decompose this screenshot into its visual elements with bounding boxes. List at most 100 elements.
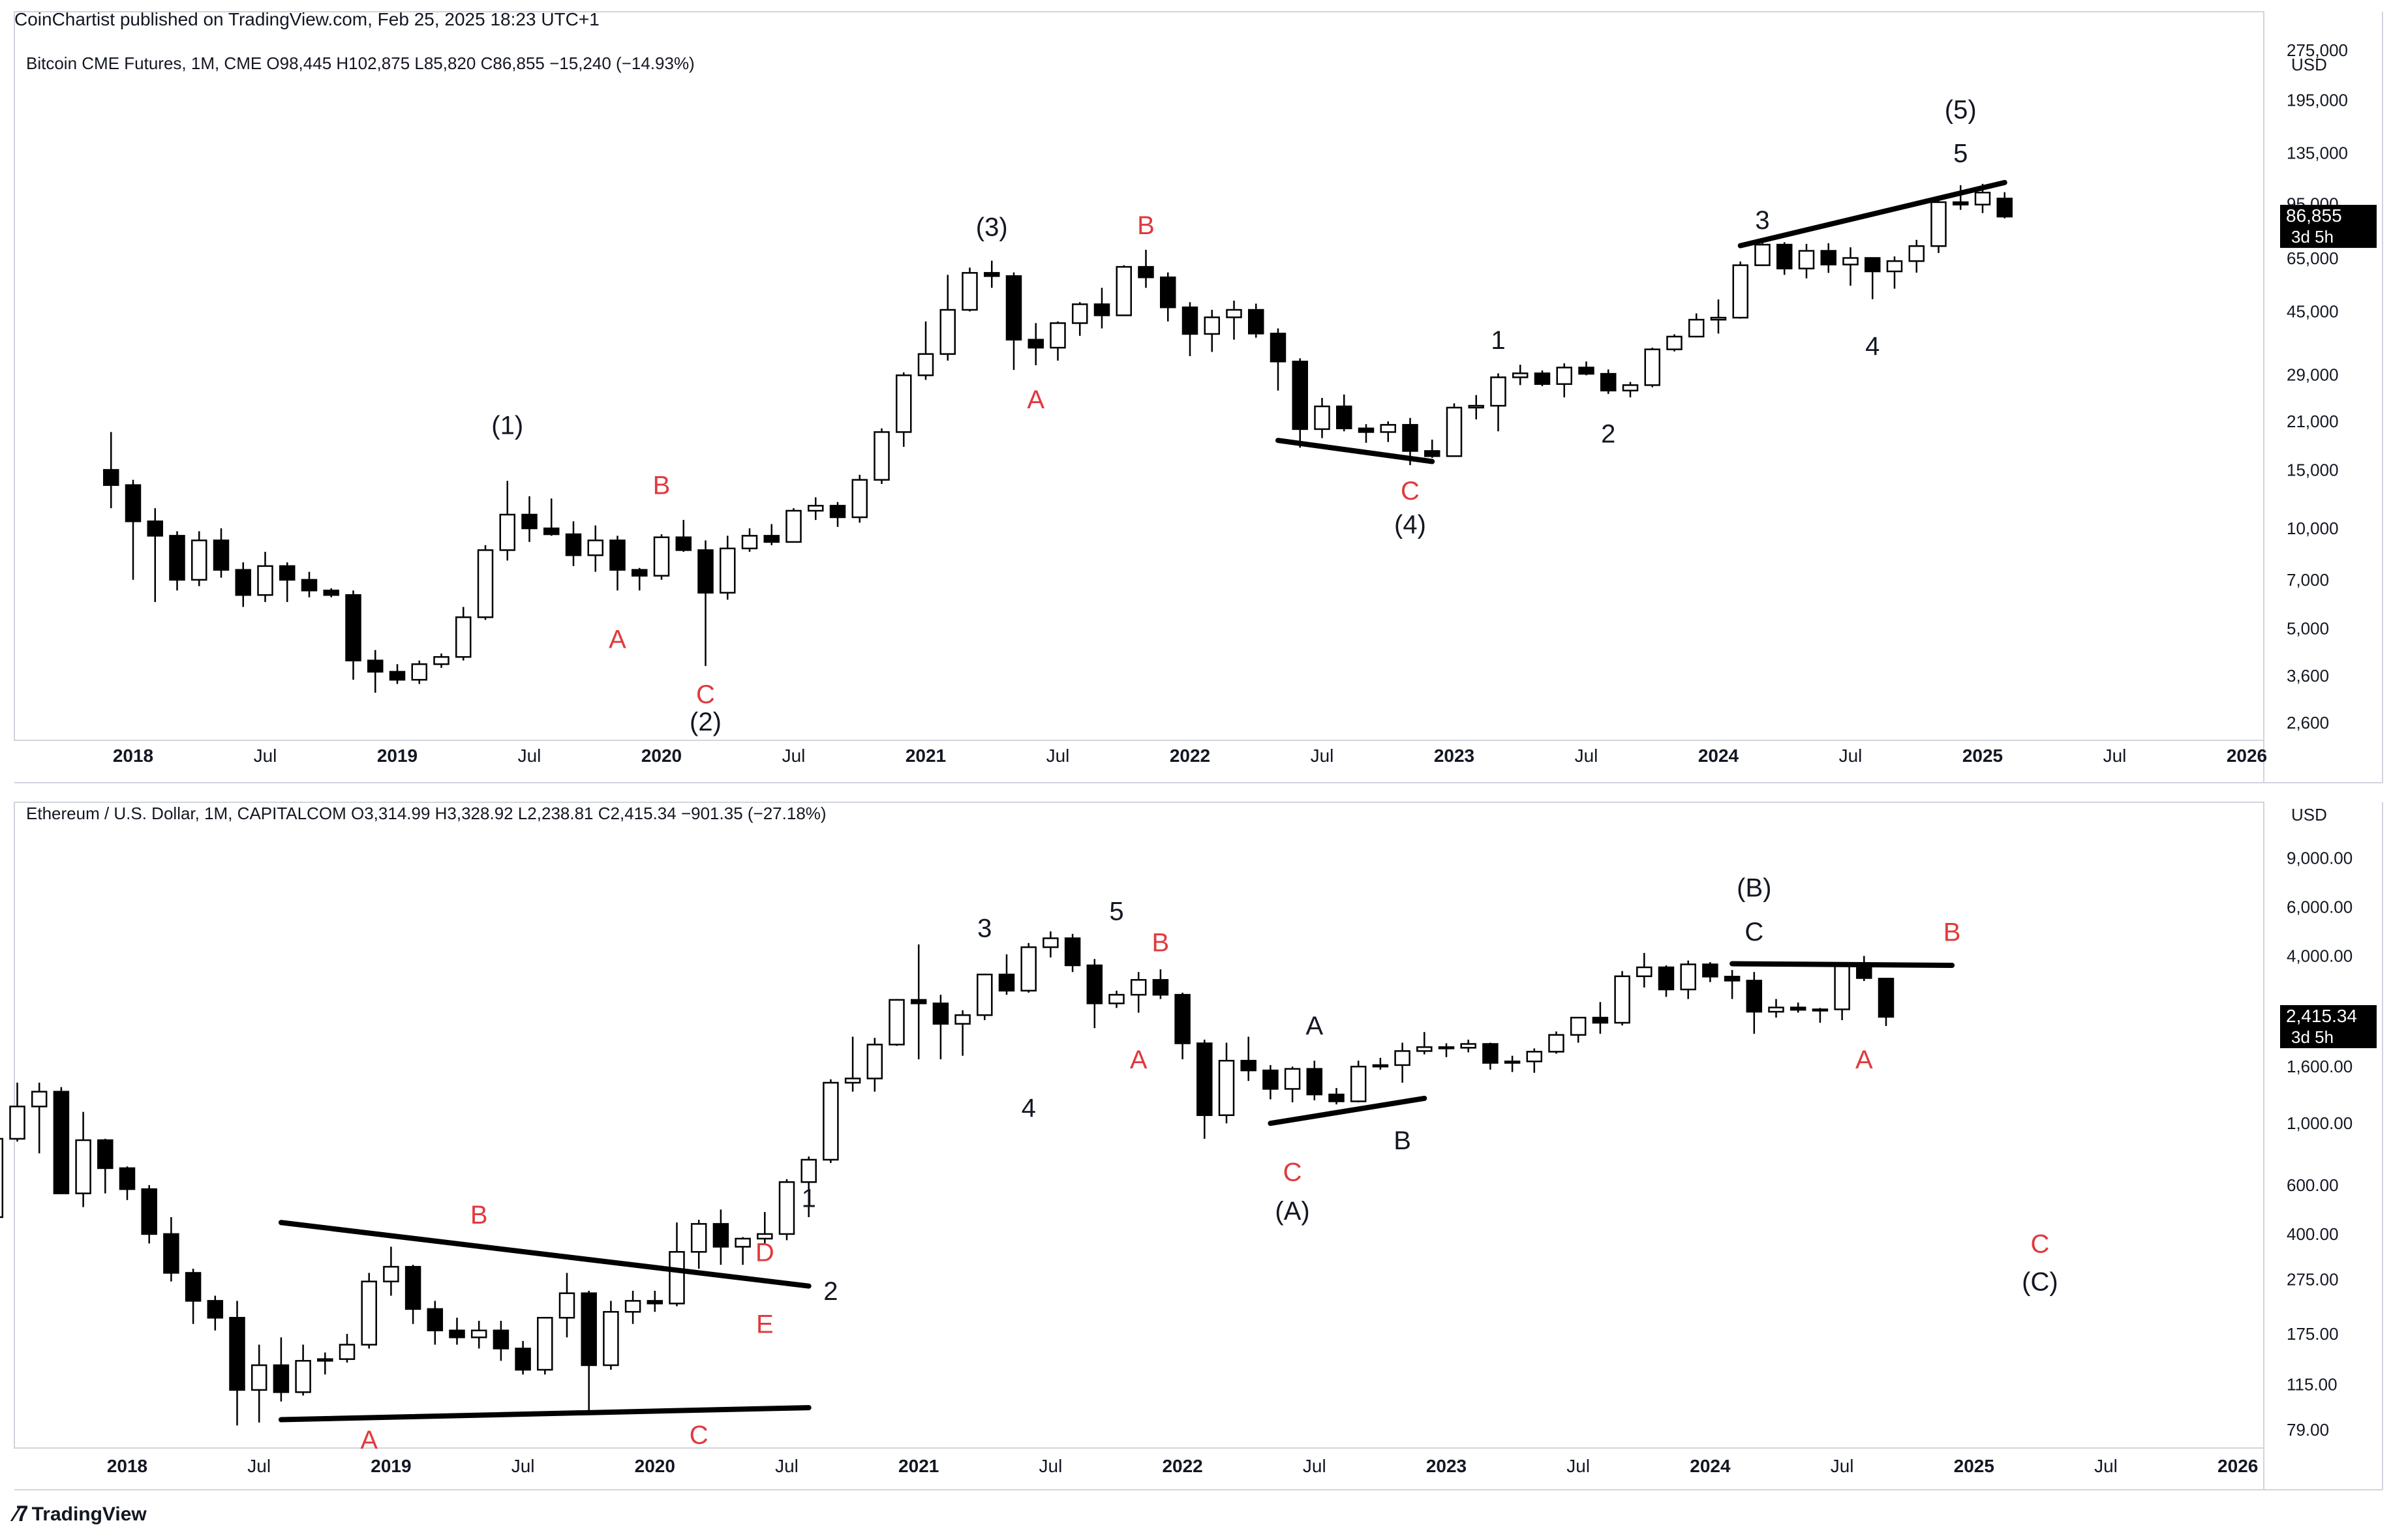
y-tick-label: 400.00: [2287, 1224, 2339, 1244]
wave-label: 5: [1109, 898, 1123, 926]
bear-candle: [1086, 964, 1103, 1004]
bull-candle: [1886, 260, 1903, 273]
bull-candle: [874, 431, 890, 481]
bear-candle: [229, 1316, 245, 1391]
bull-candle: [800, 1158, 817, 1183]
tradingview-brand: TradingView: [31, 1503, 147, 1525]
bull-candle: [896, 374, 912, 433]
bear-candle: [1028, 339, 1044, 349]
bear-candle: [675, 536, 692, 551]
y-tick-label: 1,000.00: [2287, 1113, 2353, 1133]
y-tick-label: 115.00: [2287, 1375, 2338, 1395]
trend-line: [278, 1405, 812, 1423]
bull-candle: [295, 1360, 311, 1393]
bear-candle: [1658, 966, 1675, 991]
bear-candle: [1424, 450, 1440, 457]
price-tag-countdown: 3d 5h: [2291, 1027, 2334, 1047]
x-tick-label: 2021: [906, 746, 946, 766]
bear-candle: [1138, 265, 1154, 279]
bear-candle: [1358, 427, 1375, 433]
bull-candle: [1372, 1064, 1389, 1068]
bear-candle: [1438, 1046, 1455, 1049]
wave-label: B: [1152, 929, 1170, 958]
bear-candle: [141, 1188, 157, 1235]
wave-label: (C): [2022, 1268, 2058, 1297]
bear-candle: [389, 671, 406, 681]
bear-candle: [1953, 201, 1969, 205]
bull-candle: [587, 539, 603, 556]
bear-candle: [185, 1272, 202, 1302]
bear-candle: [521, 513, 538, 530]
bear-candle: [1746, 980, 1763, 1013]
bull-candle: [477, 549, 494, 618]
wave-label: B: [1393, 1126, 1411, 1155]
y-tick-label: 135,000: [2287, 143, 2348, 163]
bear-candle: [404, 1265, 421, 1310]
bear-candle: [632, 569, 648, 577]
bull-candle: [785, 509, 802, 543]
bull-candle: [823, 1081, 839, 1161]
bull-candle: [690, 1223, 707, 1253]
bear-candle: [1248, 309, 1264, 335]
y-tick-label: 195,000: [2287, 90, 2348, 110]
y-tick-label: 7,000: [2287, 570, 2329, 590]
publisher-line: CoinChartist published on TradingView.co…: [14, 9, 600, 29]
bear-candle: [1600, 372, 1617, 392]
bull-candle: [0, 1138, 4, 1218]
bull-candle: [1688, 318, 1705, 338]
bull-candle: [1416, 1046, 1433, 1052]
bear-candle: [1152, 979, 1169, 996]
bull-candle: [1204, 316, 1220, 335]
x-tick-label: Jul: [511, 1456, 535, 1476]
bear-candle: [1534, 372, 1551, 385]
bear-candle: [273, 1364, 290, 1393]
bear-candle: [1856, 965, 1872, 979]
bear-candle: [1865, 257, 1881, 273]
tradingview-logo-icon: ⁄7: [14, 1502, 29, 1526]
bear-candle: [829, 505, 846, 519]
bear-candle: [1262, 1069, 1279, 1090]
x-tick-label: Jul: [1046, 746, 1070, 766]
bull-candle: [757, 1233, 773, 1240]
bull-candle: [1842, 257, 1859, 265]
bull-candle: [1614, 975, 1630, 1024]
x-tick-label: Jul: [1039, 1456, 1063, 1476]
chart-title: Ethereum / U.S. Dollar, 1M, CAPITALCOM O…: [26, 804, 827, 823]
bull-candle: [455, 616, 472, 658]
bull-candle: [1218, 1059, 1235, 1116]
bull-candle: [499, 513, 515, 551]
bull-candle: [1812, 1008, 1829, 1012]
bear-candle: [1240, 1059, 1256, 1072]
bear-candle: [345, 594, 361, 661]
wave-label: 3: [1755, 206, 1769, 235]
bear-candle: [493, 1329, 510, 1350]
x-tick-label: 2020: [641, 746, 682, 766]
x-tick-label: 2023: [1426, 1456, 1467, 1476]
x-tick-label: 2025: [1962, 746, 2003, 766]
wave-label: (5): [1945, 95, 1977, 124]
bear-candle: [1820, 250, 1836, 265]
y-tick-label: 15,000: [2287, 460, 2339, 479]
bull-candle: [1460, 1043, 1476, 1049]
x-tick-label: 2022: [1162, 1456, 1202, 1476]
bear-candle: [1724, 976, 1741, 982]
y-tick-label: 10,000: [2287, 519, 2339, 538]
tradingview-logo[interactable]: ⁄7 TradingView: [14, 1502, 147, 1527]
bear-candle: [1196, 1042, 1213, 1116]
bull-candle: [1710, 316, 1727, 321]
bear-candle: [1592, 1016, 1609, 1024]
y-tick-label: 3,600: [2287, 666, 2329, 686]
bull-candle: [939, 309, 956, 355]
wave-label: E: [756, 1310, 774, 1339]
x-tick-label: Jul: [1575, 746, 1598, 766]
wave-label: (1): [491, 411, 523, 440]
bear-candle: [1181, 306, 1198, 335]
wave-label: B: [470, 1201, 488, 1230]
bear-candle: [147, 521, 163, 537]
bull-candle: [558, 1292, 575, 1319]
wave-label: C: [1744, 918, 1763, 946]
bull-candle: [1512, 372, 1529, 378]
wave-label: D: [755, 1238, 774, 1267]
bear-candle: [984, 272, 1000, 277]
trend-line: [1737, 179, 2007, 249]
